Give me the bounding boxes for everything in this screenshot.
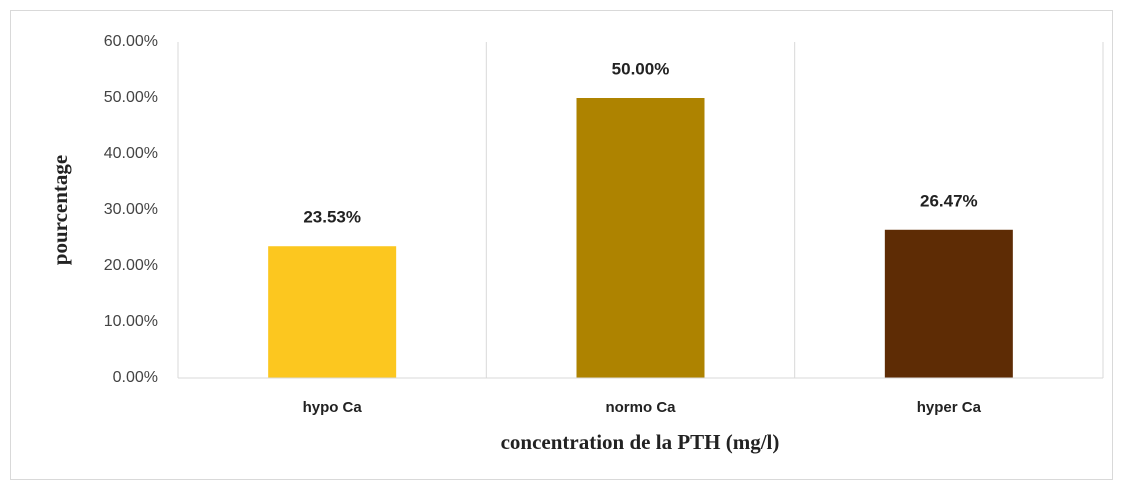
- data-label: 23.53%: [303, 208, 361, 227]
- bar: [884, 229, 1013, 378]
- y-tick-label: 20.00%: [104, 257, 158, 274]
- y-tick-label: 10.00%: [104, 313, 158, 330]
- y-tick-label: 60.00%: [104, 33, 158, 50]
- data-label: 50.00%: [612, 59, 670, 78]
- x-axis-title: concentration de la PTH (mg/l): [501, 430, 780, 454]
- x-tick-label: hypo Ca: [303, 399, 363, 416]
- y-tick-label: 0.00%: [113, 369, 158, 386]
- y-tick-label: 30.00%: [104, 201, 158, 218]
- x-tick-label: hyper Ca: [917, 399, 982, 416]
- y-tick-label: 40.00%: [104, 145, 158, 162]
- data-label: 26.47%: [920, 191, 978, 210]
- x-tick-label: normo Ca: [605, 399, 676, 416]
- y-tick-label: 50.00%: [104, 89, 158, 106]
- bar: [576, 98, 705, 378]
- y-axis-title: pourcentage: [48, 155, 72, 265]
- bar: [268, 246, 397, 378]
